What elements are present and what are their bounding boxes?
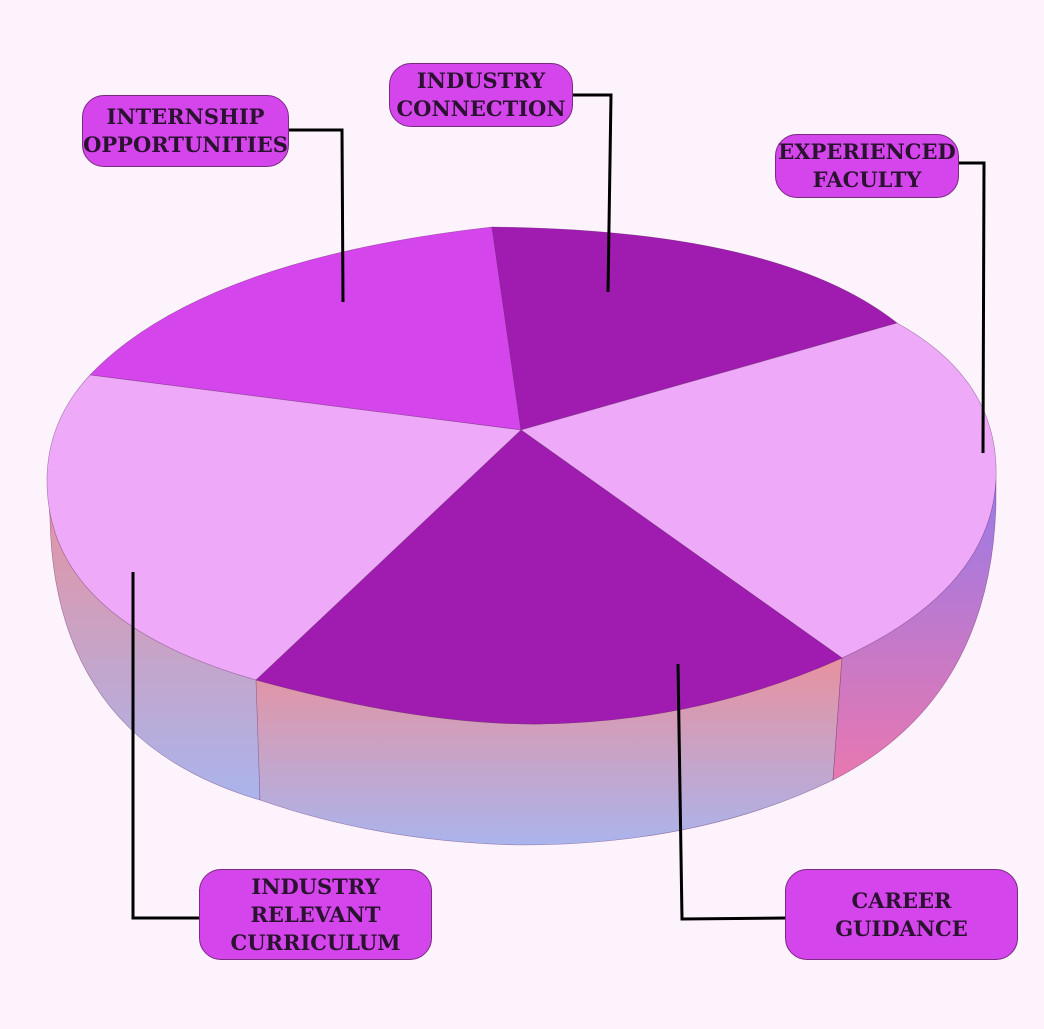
connector-internship-opportunities xyxy=(288,128,345,303)
label-career-guidance: CAREER GUIDANCE xyxy=(785,869,1018,960)
label-line: CAREER xyxy=(851,887,952,913)
connector-industry-connection xyxy=(572,93,613,293)
segment-industry-relevant-curriculum xyxy=(46,374,522,681)
label-line: GUIDANCE xyxy=(835,915,968,941)
label-experienced-faculty: EXPERIENCED FACULTY xyxy=(775,134,959,198)
connector-experienced-faculty xyxy=(958,161,986,454)
label-industry-relevant-curriculum: INDUSTRY RELEVANT CURRICULUM xyxy=(199,869,432,960)
label-line: FACULTY xyxy=(812,167,922,192)
label-line: CONNECTION xyxy=(396,96,566,121)
label-internship-opportunities: INTERNSHIP OPPORTUNITIES xyxy=(82,95,289,167)
segment-internship-opportunities xyxy=(89,226,522,431)
label-line: CURRICULUM xyxy=(230,929,401,955)
label-line: INDUSTRY xyxy=(251,873,380,899)
label-line: INDUSTRY xyxy=(416,68,546,93)
label-line: OPPORTUNITIES xyxy=(83,132,288,157)
label-line: RELEVANT xyxy=(250,901,381,927)
segment-industry-connection xyxy=(491,226,898,431)
connector-career-guidance xyxy=(676,663,788,921)
label-line: EXPERIENCED xyxy=(778,139,956,164)
label-industry-connection: INDUSTRY CONNECTION xyxy=(389,63,573,127)
connector-industry-relevant-curriculum xyxy=(131,572,200,920)
label-line: INTERNSHIP xyxy=(106,104,265,129)
segment-career-guidance xyxy=(255,429,843,725)
segment-experienced-faculty xyxy=(520,322,997,659)
